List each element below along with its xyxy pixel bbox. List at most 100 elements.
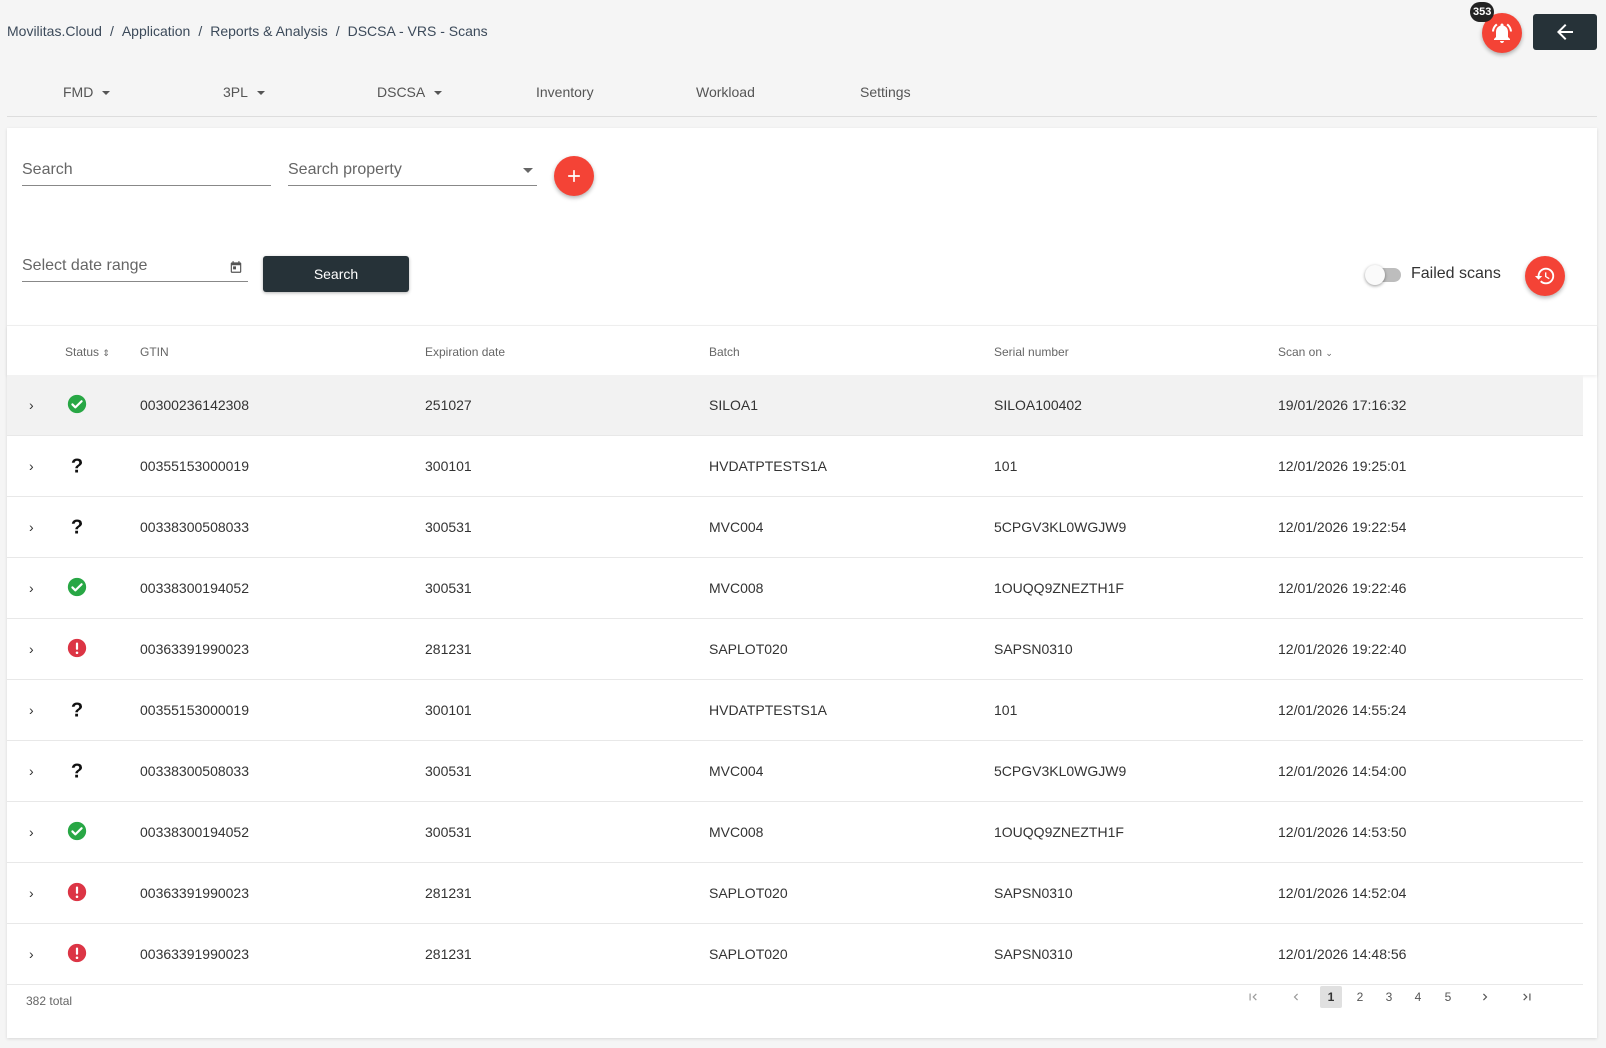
table-row[interactable]: › 00338300194052 300531 MVC008 1OUQQ9ZNEZTH1… — [7, 558, 1583, 619]
expand-chevron-icon[interactable]: › — [29, 824, 34, 840]
question-mark-icon: ? — [66, 698, 88, 721]
expand-chevron-icon[interactable]: › — [29, 641, 34, 657]
expand-chevron-icon[interactable]: › — [29, 702, 34, 718]
cell-batch: SILOA1 — [709, 397, 759, 413]
search-button[interactable]: Search — [263, 256, 409, 292]
table-row[interactable]: › 00363391990023 281231 SAPLOT020 SAPSN0310 1… — [7, 863, 1583, 924]
table-row[interactable]: › 00363391990023 281231 SAPLOT020 SAPSN0310 1… — [7, 619, 1583, 680]
cell-gtin: 00355153000019 — [140, 458, 250, 474]
cell-expiration-date: 300531 — [425, 763, 472, 779]
nav-item-settings[interactable]: Settings — [860, 84, 911, 100]
expand-chevron-icon[interactable]: › — [29, 946, 34, 962]
cell-gtin: 00338300508033 — [140, 763, 250, 779]
check-circle-icon — [66, 393, 88, 415]
expand-chevron-icon[interactable]: › — [29, 580, 34, 596]
column-expiration-date[interactable]: Expiration date — [425, 345, 506, 359]
bell-alert-icon — [1492, 23, 1512, 43]
main-nav: FMD 3PL DSCSA Inventory Workload Setting… — [7, 74, 1597, 117]
breadcrumb: Movilitas.Cloud / Application / Reports & An… — [7, 23, 488, 39]
history-button[interactable] — [1525, 256, 1565, 296]
expand-chevron-icon[interactable]: › — [29, 885, 34, 901]
cell-scan-on: 12/01/2026 14:48:56 — [1278, 946, 1407, 962]
question-mark-icon: ? — [66, 515, 88, 538]
column-gtin[interactable]: GTIN — [140, 345, 169, 359]
table-row[interactable]: › 00300236142308 251027 SILOA1 SILOA100402 19… — [7, 375, 1583, 436]
cell-serial-number: 101 — [994, 458, 1018, 474]
table-row[interactable]: ›? 00355153000019 300101 HVDATPTESTS1A 101 12… — [7, 680, 1583, 741]
table-header: Status ⇕ GTIN Expiration date Batch Seri… — [7, 325, 1597, 375]
breadcrumb-reports[interactable]: Reports & Analysis — [210, 23, 328, 39]
add-filter-button[interactable] — [554, 156, 594, 196]
notification-count-badge: 353 — [1470, 2, 1495, 22]
failed-scans-toggle[interactable] — [1365, 265, 1401, 285]
cell-gtin: 00338300508033 — [140, 519, 250, 535]
search-property-select[interactable]: Search property — [288, 152, 537, 186]
expand-chevron-icon[interactable]: › — [29, 397, 34, 413]
table-row[interactable]: › 00363391990023 281231 SAPLOT020 SAPSN0310 1… — [7, 924, 1583, 985]
date-range-input[interactable]: Select date range — [22, 248, 248, 282]
error-circle-icon — [66, 881, 88, 903]
nav-item-fmd[interactable]: FMD — [63, 84, 111, 100]
toggle-knob — [1365, 265, 1385, 285]
back-button[interactable] — [1533, 14, 1597, 50]
nav-item-dscsa[interactable]: DSCSA — [377, 84, 443, 100]
column-scan-on[interactable]: Scan on ⌄ — [1278, 345, 1333, 359]
caret-down-icon — [256, 91, 265, 95]
page-2-button[interactable]: 2 — [1356, 990, 1364, 1004]
column-batch[interactable]: Batch — [709, 345, 740, 359]
caret-down-icon — [102, 91, 111, 95]
page-1-button[interactable]: 1 — [1320, 986, 1342, 1008]
cell-expiration-date: 281231 — [425, 641, 472, 657]
last-page-icon[interactable] — [1516, 986, 1538, 1008]
cell-serial-number: 1OUQQ9ZNEZTH1F — [994, 580, 1124, 596]
breadcrumb-application[interactable]: Application — [121, 23, 191, 39]
nav-item-inventory[interactable]: Inventory — [536, 84, 594, 100]
page-5-button[interactable]: 5 — [1444, 990, 1452, 1004]
arrow-left-icon — [1557, 24, 1573, 40]
first-page-icon[interactable] — [1242, 986, 1264, 1008]
column-serial-number[interactable]: Serial number — [994, 345, 1069, 359]
nav-item-workload[interactable]: Workload — [696, 84, 755, 100]
table-row[interactable]: ›? 00355153000019 300101 HVDATPTESTS1A 101 12… — [7, 436, 1583, 497]
cell-gtin: 00338300194052 — [140, 824, 250, 840]
column-status[interactable]: Status ⇕ — [65, 345, 110, 359]
breadcrumb-home[interactable]: Movilitas.Cloud — [7, 23, 102, 39]
table-body: › 00300236142308 251027 SILOA1 SILOA100402 19… — [7, 375, 1597, 985]
history-icon — [1534, 267, 1555, 285]
cell-serial-number: SAPSN0310 — [994, 946, 1073, 962]
expand-chevron-icon[interactable]: › — [29, 458, 34, 474]
svg-text:?: ? — [71, 455, 83, 476]
error-circle-icon — [66, 637, 88, 659]
table-row[interactable]: ›? 00338300508033 300531 MVC004 5CPGV3KL0WGJ… — [7, 741, 1583, 802]
expand-chevron-icon[interactable]: › — [29, 763, 34, 779]
sort-icon: ⇕ — [102, 348, 110, 358]
question-mark-icon: ? — [66, 759, 88, 782]
cell-serial-number: 101 — [994, 702, 1018, 718]
cell-batch: HVDATPTESTS1A — [709, 458, 827, 474]
cell-scan-on: 12/01/2026 19:25:01 — [1278, 458, 1407, 474]
nav-item-3pl[interactable]: 3PL — [223, 84, 265, 100]
cell-serial-number: 5CPGV3KL0WGJW9 — [994, 519, 1127, 535]
search-input[interactable]: Search — [22, 152, 271, 186]
cell-batch: SAPLOT020 — [709, 946, 788, 962]
cell-batch: MVC004 — [709, 519, 764, 535]
page-4-button[interactable]: 4 — [1414, 990, 1422, 1004]
breadcrumb-current: DSCSA - VRS - Scans — [347, 23, 488, 39]
page-3-button[interactable]: 3 — [1385, 990, 1393, 1004]
next-page-icon[interactable] — [1474, 986, 1496, 1008]
expand-chevron-icon[interactable]: › — [29, 519, 34, 535]
notifications-button[interactable] — [1482, 13, 1522, 53]
table-row[interactable]: › 00338300194052 300531 MVC008 1OUQQ9ZNEZTH1… — [7, 802, 1583, 863]
previous-page-icon[interactable] — [1285, 986, 1307, 1008]
table-row[interactable]: ›? 00338300508033 300531 MVC004 5CPGV3KL0WGJ… — [7, 497, 1583, 558]
sort-desc-icon: ⌄ — [1325, 348, 1333, 358]
cell-expiration-date: 281231 — [425, 885, 472, 901]
scans-card: Search Search property Select date range… — [7, 128, 1597, 1038]
cell-scan-on: 12/01/2026 19:22:54 — [1278, 519, 1407, 535]
failed-scans-label: Failed scans — [1411, 265, 1501, 282]
calendar-icon[interactable] — [229, 260, 243, 274]
top-bar: Movilitas.Cloud / Application / Reports & An… — [0, 0, 1606, 64]
total-count: 382 total — [26, 994, 73, 1008]
svg-text:?: ? — [71, 699, 83, 720]
cell-scan-on: 12/01/2026 19:22:46 — [1278, 580, 1407, 596]
